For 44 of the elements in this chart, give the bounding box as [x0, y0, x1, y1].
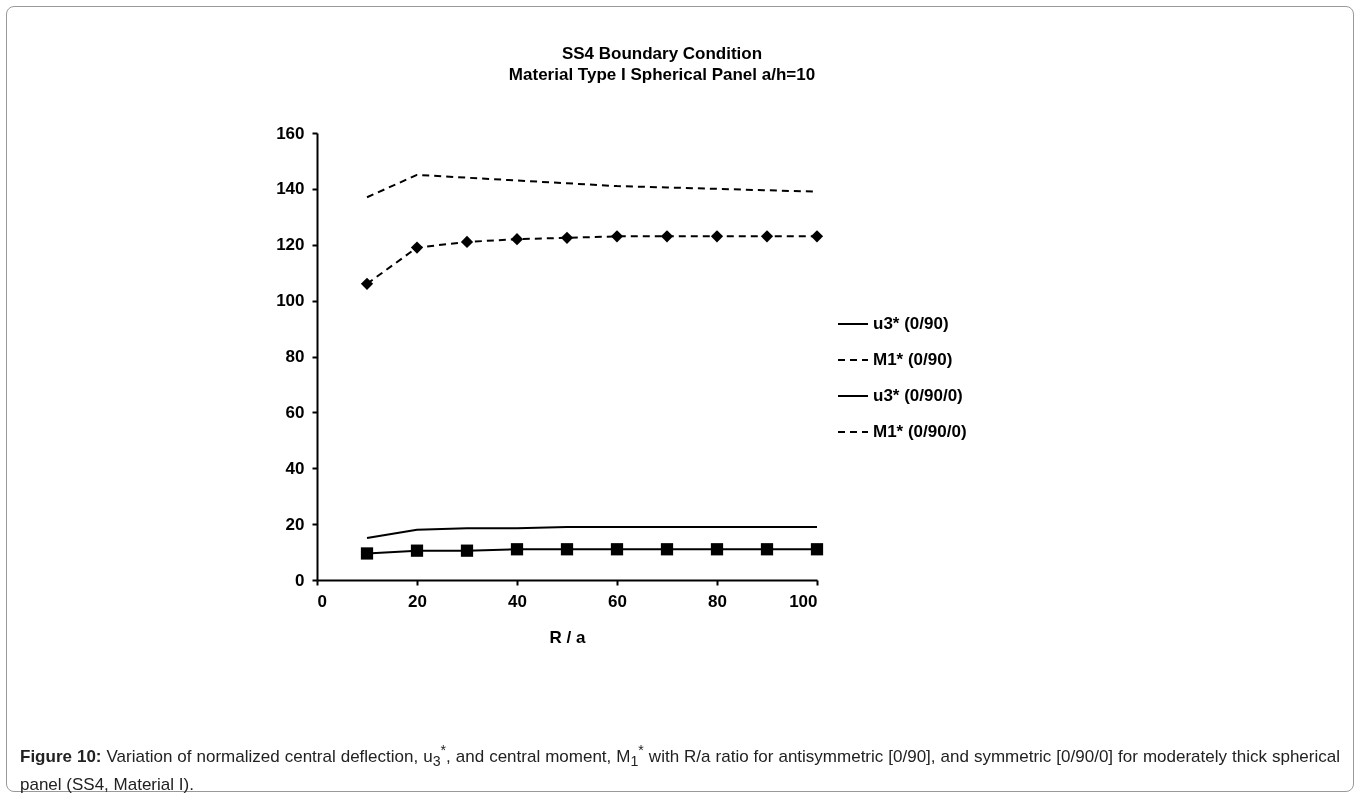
point	[610, 543, 624, 556]
point	[360, 547, 374, 560]
chart-subtitle: Material Type I Spherical Panel a/h=10	[508, 65, 816, 84]
point	[460, 235, 474, 249]
y-tick-label: 160	[276, 123, 305, 143]
point	[610, 230, 624, 243]
point	[410, 241, 424, 254]
y-tick-label: 60	[285, 402, 305, 422]
legend-label: u3* (0/90/0)	[873, 386, 963, 405]
y-tick-label: 40	[285, 458, 305, 478]
point	[710, 230, 724, 243]
y-tick-label: 120	[276, 235, 305, 255]
line-series	[366, 525, 818, 540]
x-tick-label: 20	[408, 591, 427, 611]
y-tick-label: 100	[276, 291, 305, 311]
point	[460, 544, 474, 557]
x-tick-label: 40	[508, 591, 527, 611]
point	[660, 543, 674, 556]
legend-label: u3* (0/90)	[873, 314, 949, 333]
y-tick-label: 80	[285, 347, 305, 366]
point	[510, 543, 524, 556]
x-tick-label: 0	[317, 591, 327, 611]
point	[760, 543, 774, 556]
text: Figure 10: Variation of normalized central deflection, u$_{3}$$^{*}$, and central moment, M$_{1}$$^{*}$ with R/a ratio for antisymmetric [0/90], and symmetric [0/90/0] for moderately thick spherical panel (SS4, Material I).	[20, 742, 1340, 795]
point	[560, 543, 574, 556]
x-tick-label: 100	[789, 591, 818, 611]
point	[710, 543, 724, 556]
point	[560, 231, 574, 244]
point	[810, 230, 824, 243]
y-tick-label: 0	[295, 570, 305, 590]
x-axis-title: R / a	[549, 627, 586, 647]
y-tick-label: 140	[276, 179, 305, 199]
chart-title: SS4 Boundary Condition	[561, 44, 763, 63]
legend-label: M1* (0/90)	[873, 350, 953, 369]
point	[660, 230, 674, 243]
point	[760, 230, 774, 243]
legend-label: M1* (0/90/0)	[873, 422, 967, 441]
point	[510, 233, 524, 246]
y-tick-label: 20	[285, 514, 305, 534]
x-tick-label: 60	[608, 591, 627, 611]
point	[360, 277, 374, 290]
x-tick-label: 80	[708, 591, 727, 611]
point	[810, 543, 824, 556]
point	[410, 544, 424, 557]
